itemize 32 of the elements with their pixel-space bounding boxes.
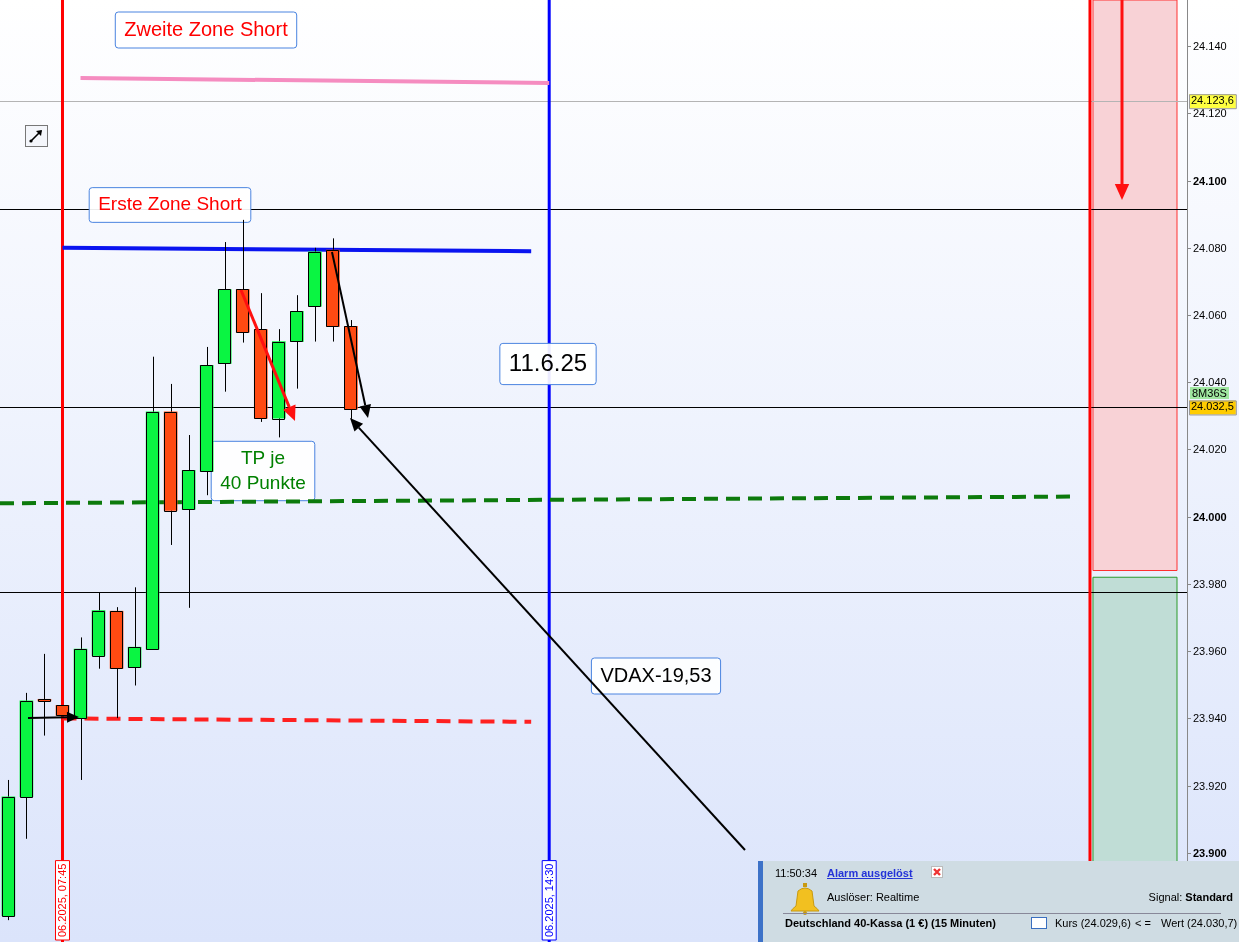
annotation: 11.6.25 <box>508 348 588 376</box>
annotation: Alarm ausgelöst <box>827 867 913 879</box>
annotation: Kurs (24.029,6) <box>1055 917 1131 929</box>
y-tick-label: 24.140 <box>1193 39 1227 52</box>
y-tick-label: 24.000 <box>1193 510 1227 523</box>
annotation: 8M36S <box>1190 387 1229 399</box>
x-tick-label: 06.2025, 07:45 <box>56 863 69 937</box>
y-tick-label: 23.900 <box>1193 846 1227 859</box>
annotation: TP je 40 Punkte <box>220 446 306 493</box>
candlestick <box>37 653 52 737</box>
y-tick-label: 23.920 <box>1193 779 1227 792</box>
ref-line-label: 24.032,5 <box>1191 400 1234 413</box>
annotation: Deutschland 40-Kassa (1 €) (15 Minuten) <box>785 917 996 929</box>
annotation: Signal: Standard <box>1148 891 1233 903</box>
annotation: Auslöser: Realtime <box>827 891 920 903</box>
annotation: < = <box>1135 917 1151 929</box>
y-tick-label: 23.980 <box>1193 577 1227 590</box>
y-tick-label: 24.020 <box>1193 442 1227 455</box>
annotation: Erste Zone Short <box>98 193 243 215</box>
annotation: VDAX-19,53 <box>600 663 712 686</box>
y-tick-label: 24.080 <box>1193 241 1227 254</box>
y-tick-label: 24.120 <box>1193 106 1227 119</box>
y-tick-label: 23.960 <box>1193 644 1227 657</box>
annotation: Zweite Zone Short <box>124 17 289 40</box>
y-tick-label: 24.060 <box>1193 308 1227 321</box>
x-tick-label: 06.2025, 14:30 <box>542 863 555 937</box>
ref-line-label: 24.123,6 <box>1191 94 1234 107</box>
y-tick-label: 23.940 <box>1193 711 1227 724</box>
y-tick-label: 24.100 <box>1193 174 1227 187</box>
annotation: Wert (24.030,7) <box>1161 917 1238 929</box>
annotation: 11:50:34 <box>775 867 818 879</box>
y-tick-label: 24.040 <box>1193 375 1227 388</box>
